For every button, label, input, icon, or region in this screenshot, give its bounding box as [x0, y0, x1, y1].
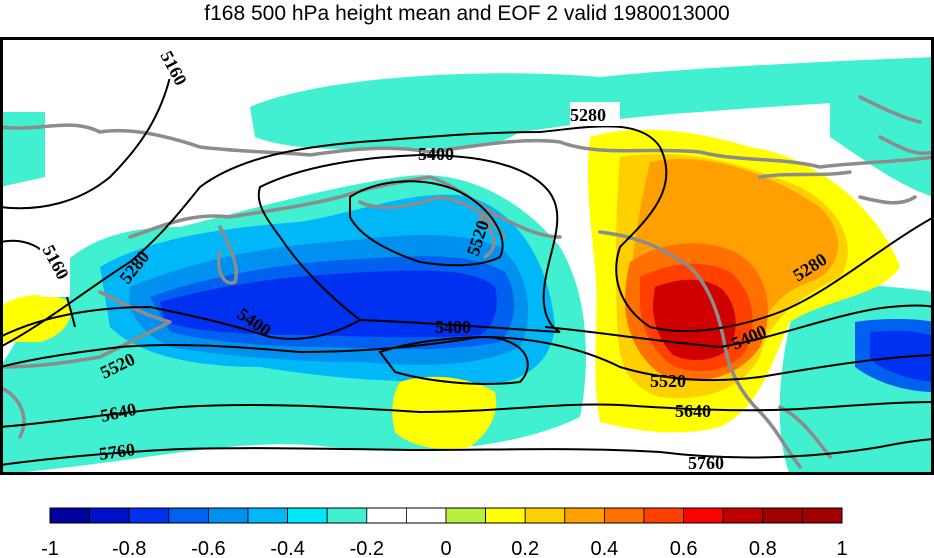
- eof-shading: [0, 37, 934, 475]
- contour-label-5760-a: 5760: [98, 439, 136, 464]
- colorbar-box: [287, 507, 328, 524]
- colorbar-tick-labels: -1 -0.8 -0.6 -0.4 -0.2 0 0.2 0.4 0.6 0.8 1: [41, 538, 847, 558]
- contour-label-5640-b: 5640: [675, 401, 711, 421]
- colorbar-box: [564, 507, 605, 524]
- contour-5400-inner: [349, 180, 504, 267]
- colorbar-box: [49, 507, 90, 524]
- deepblue-region: [160, 270, 497, 338]
- colorbar-boxes: [49, 507, 843, 524]
- colorbar-tick-label: -1: [41, 538, 59, 558]
- colorbar-box: [247, 507, 288, 524]
- colorbar-tick-label: 0.8: [749, 538, 777, 558]
- colorbar-tick-label: 1: [836, 538, 847, 558]
- colorbar-box: [326, 507, 368, 524]
- cyan-region-northeast: [830, 87, 934, 197]
- colorbar-box: [168, 507, 209, 524]
- contour-5400-main: [0, 305, 361, 340]
- contour-5400-east: [544, 304, 934, 349]
- colorbar-tick-label: 0.4: [590, 538, 618, 558]
- colorbar-tick-label: -0.4: [270, 538, 304, 558]
- colorbar-box: [762, 507, 803, 524]
- contour-label-5400-c: 5400: [435, 317, 471, 337]
- colorbar-box: [405, 507, 447, 524]
- colorbar-tick-label: -0.2: [350, 538, 384, 558]
- colorbar: -1 -0.8 -0.6 -0.4 -0.2 0 0.2 0.4 0.6 0.8 1: [41, 507, 848, 558]
- colorbar-box: [643, 507, 684, 524]
- colorbar-tick-label: 0.2: [511, 538, 539, 558]
- colorbar-frame: [49, 507, 843, 524]
- colorbar-box: [445, 507, 486, 524]
- red-region: [652, 279, 736, 361]
- height-contours: [0, 76, 934, 466]
- contour-label-5760-b: 5760: [688, 453, 724, 473]
- contour-label-5520-c: 5520: [650, 371, 686, 391]
- colorbar-box: [207, 507, 249, 524]
- contour-5400-loop: [257, 153, 561, 333]
- colorbar-box: [128, 507, 170, 524]
- map-panel: 5160 5160 5280 5280 5280 5400 5400 5400 …: [0, 37, 934, 475]
- colorbar-box: [683, 507, 724, 524]
- contour-5400-south: [378, 335, 529, 385]
- map-frame: [0, 37, 934, 475]
- yellow-region-west: [0, 295, 71, 342]
- contour-5280: [0, 125, 934, 348]
- contour-5640: [0, 401, 934, 428]
- colorbar-box: [604, 507, 645, 524]
- cyan-region-west: [0, 112, 45, 187]
- colorbar-box: [722, 507, 764, 524]
- contour-5520: [0, 335, 934, 381]
- colorbar-box: [524, 507, 566, 524]
- contour-5760: [0, 438, 934, 466]
- colorbar-tick-label: -0.8: [112, 538, 146, 558]
- colorbar-tick-label: 0.6: [670, 538, 698, 558]
- yellow-region-south: [392, 376, 497, 449]
- colorbar-box: [485, 507, 526, 524]
- contour-label-5400-a: 5400: [418, 144, 454, 164]
- contour-5160-a: [0, 76, 171, 210]
- colorbar-tick-label: 0: [440, 538, 451, 558]
- colorbar-box: [89, 507, 130, 524]
- colorbar-tick-label: -0.6: [191, 538, 225, 558]
- colorbar-box: [366, 507, 407, 524]
- map-title: f168 500 hPa height mean and EOF 2 valid…: [204, 2, 730, 25]
- coastlines: [0, 95, 934, 469]
- colorbar-box: [802, 507, 843, 524]
- contour-label-5280-a: 5280: [570, 105, 606, 125]
